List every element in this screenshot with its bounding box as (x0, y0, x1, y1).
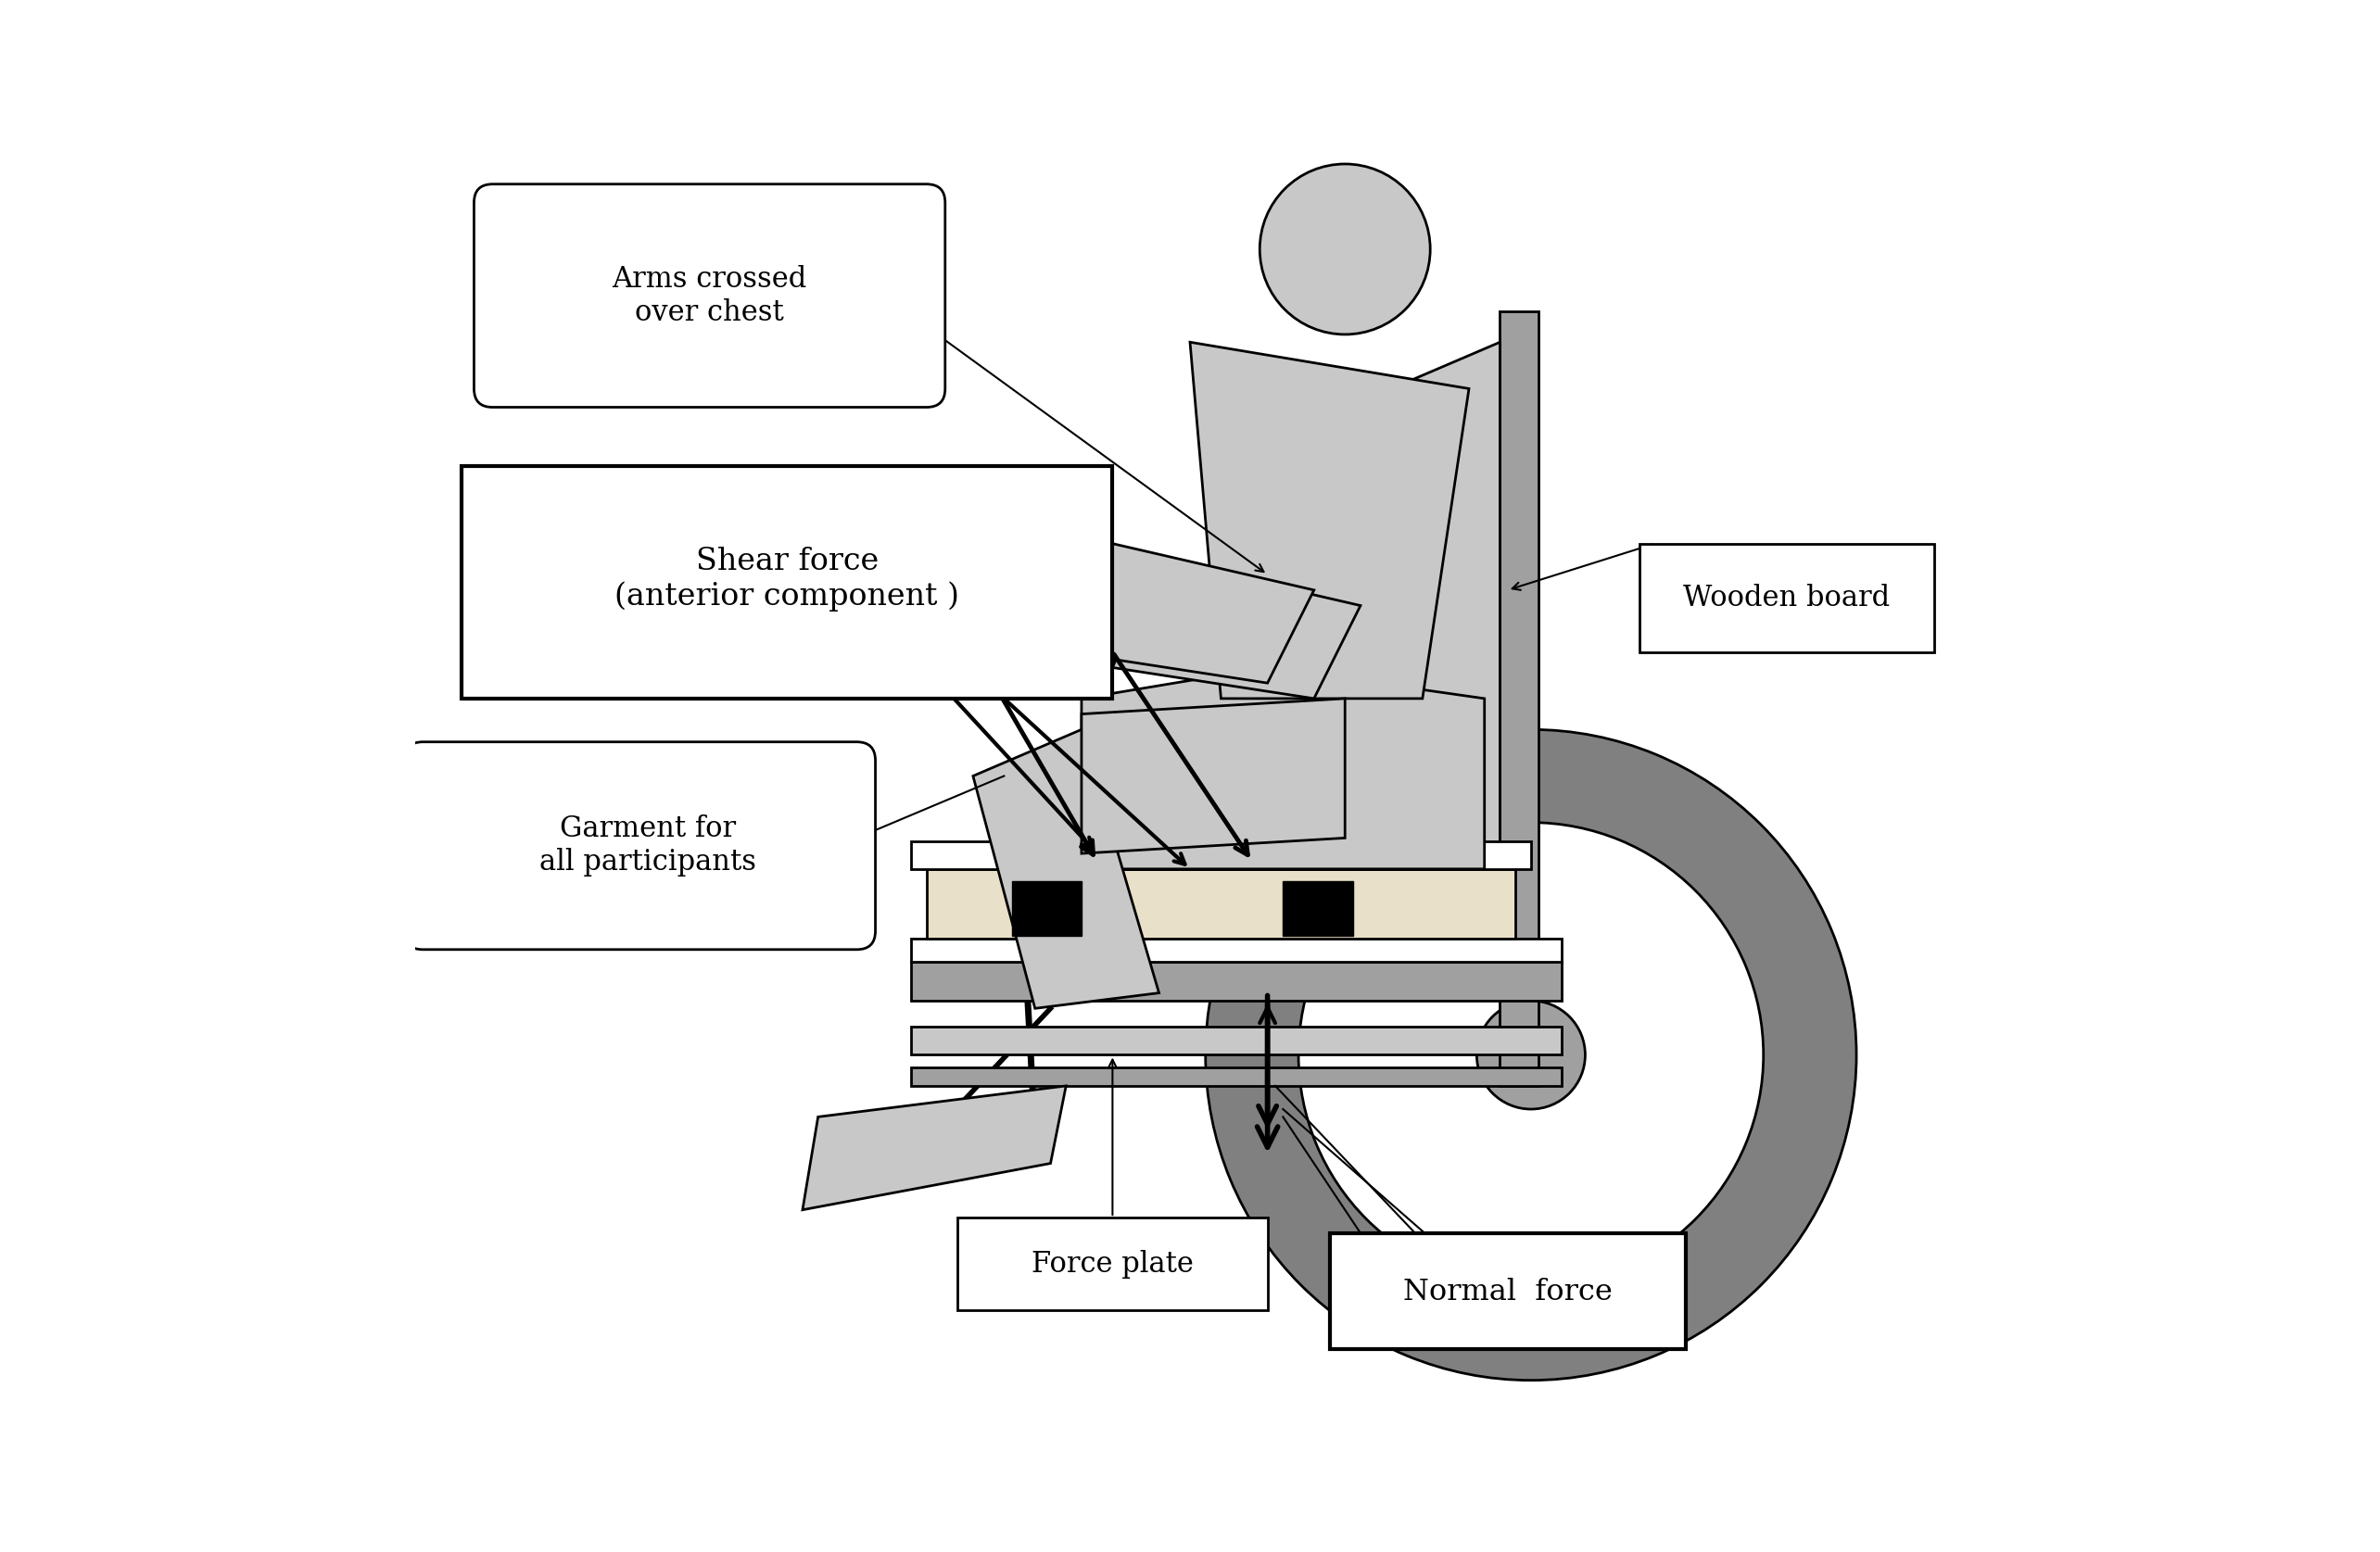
Bar (1283, 882, 1352, 936)
Bar (912, 962, 1561, 1001)
Text: Shear force
(anterior component ): Shear force (anterior component ) (614, 546, 959, 611)
Bar (957, 1218, 1269, 1310)
Bar (912, 1068, 1561, 1086)
Bar (926, 869, 1516, 939)
FancyBboxPatch shape (474, 185, 945, 407)
Bar (1330, 1234, 1685, 1349)
Polygon shape (1392, 341, 1499, 869)
Bar (912, 939, 1561, 962)
FancyBboxPatch shape (405, 742, 876, 950)
Text: Force plate: Force plate (1031, 1249, 1192, 1279)
Text: Wooden board: Wooden board (1683, 584, 1890, 611)
Bar (1499, 310, 1540, 1086)
Ellipse shape (1259, 165, 1430, 334)
Bar (912, 1027, 1561, 1055)
Text: Normal  force: Normal force (1404, 1277, 1611, 1307)
Bar (1640, 543, 1935, 652)
Polygon shape (973, 729, 1159, 1009)
Polygon shape (1081, 698, 1345, 854)
Polygon shape (1066, 543, 1314, 683)
Polygon shape (802, 1086, 1066, 1211)
Circle shape (1476, 1001, 1585, 1110)
Polygon shape (1190, 341, 1468, 698)
Bar (1011, 882, 1081, 936)
Polygon shape (1111, 559, 1361, 698)
Bar (912, 841, 1530, 869)
Text: Arms crossed
over chest: Arms crossed over chest (612, 265, 807, 326)
Text: Garment for
all participants: Garment for all participants (540, 815, 757, 877)
Polygon shape (1081, 667, 1485, 869)
Bar (462, 466, 1111, 698)
